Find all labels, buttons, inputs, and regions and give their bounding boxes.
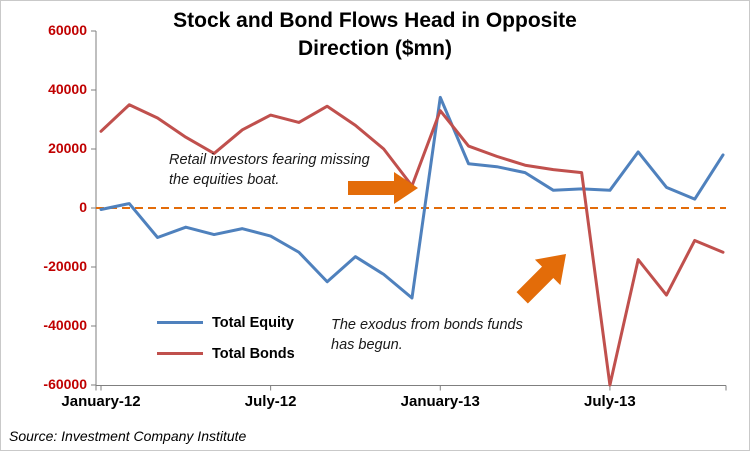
- equity-line-swatch: [157, 321, 203, 324]
- annotation-equities-text: Retail investors fearing missing the equ…: [169, 150, 370, 191]
- y-axis-label: 60000: [48, 22, 87, 38]
- y-axis-label: 20000: [48, 140, 87, 156]
- annotation-bonds-line1: The exodus from bonds funds: [331, 317, 523, 333]
- x-axis-label: January-12: [61, 393, 141, 410]
- y-axis-label: 0: [79, 199, 87, 215]
- legend-label-total-equity: Total Equity: [212, 314, 294, 331]
- y-axis-label: -40000: [43, 317, 87, 333]
- arrow-up-right-icon: [516, 253, 567, 304]
- arrow-right-icon: [348, 172, 418, 204]
- annotation-equities-line2: the equities boat.: [169, 172, 280, 189]
- chart-title-line1: Stock and Bond Flows Head in Opposite: [173, 9, 577, 32]
- y-axis-label: -60000: [43, 376, 87, 392]
- source-note: Source: Investment Company Institute: [9, 428, 247, 444]
- x-axis-label: July-13: [584, 393, 636, 410]
- series-line-total-equity: [99, 95, 725, 300]
- y-axis-label: 40000: [48, 81, 87, 97]
- annotation-bonds-line2: has begun.: [331, 337, 403, 354]
- chart-title: Stock and Bond Flows Head in Opposite Di…: [1, 7, 749, 64]
- x-axis-label: July-12: [244, 393, 297, 410]
- bonds-line-swatch: [157, 352, 203, 355]
- chart-legend: Total Equity Total Bonds: [157, 307, 295, 369]
- legend-item-total-bonds: Total Bonds: [157, 338, 295, 369]
- chart-title-line2: Direction ($mn): [297, 37, 452, 61]
- y-axis-label: -20000: [43, 258, 87, 274]
- annotation-bonds-text: The exodus from bonds funds has begun.: [331, 315, 523, 356]
- x-axis-label: January-13: [400, 393, 480, 410]
- legend-label-total-bonds: Total Bonds: [212, 345, 295, 362]
- annotation-equities-line1: Retail investors fearing missing: [169, 152, 370, 168]
- legend-item-total-equity: Total Equity: [157, 307, 295, 338]
